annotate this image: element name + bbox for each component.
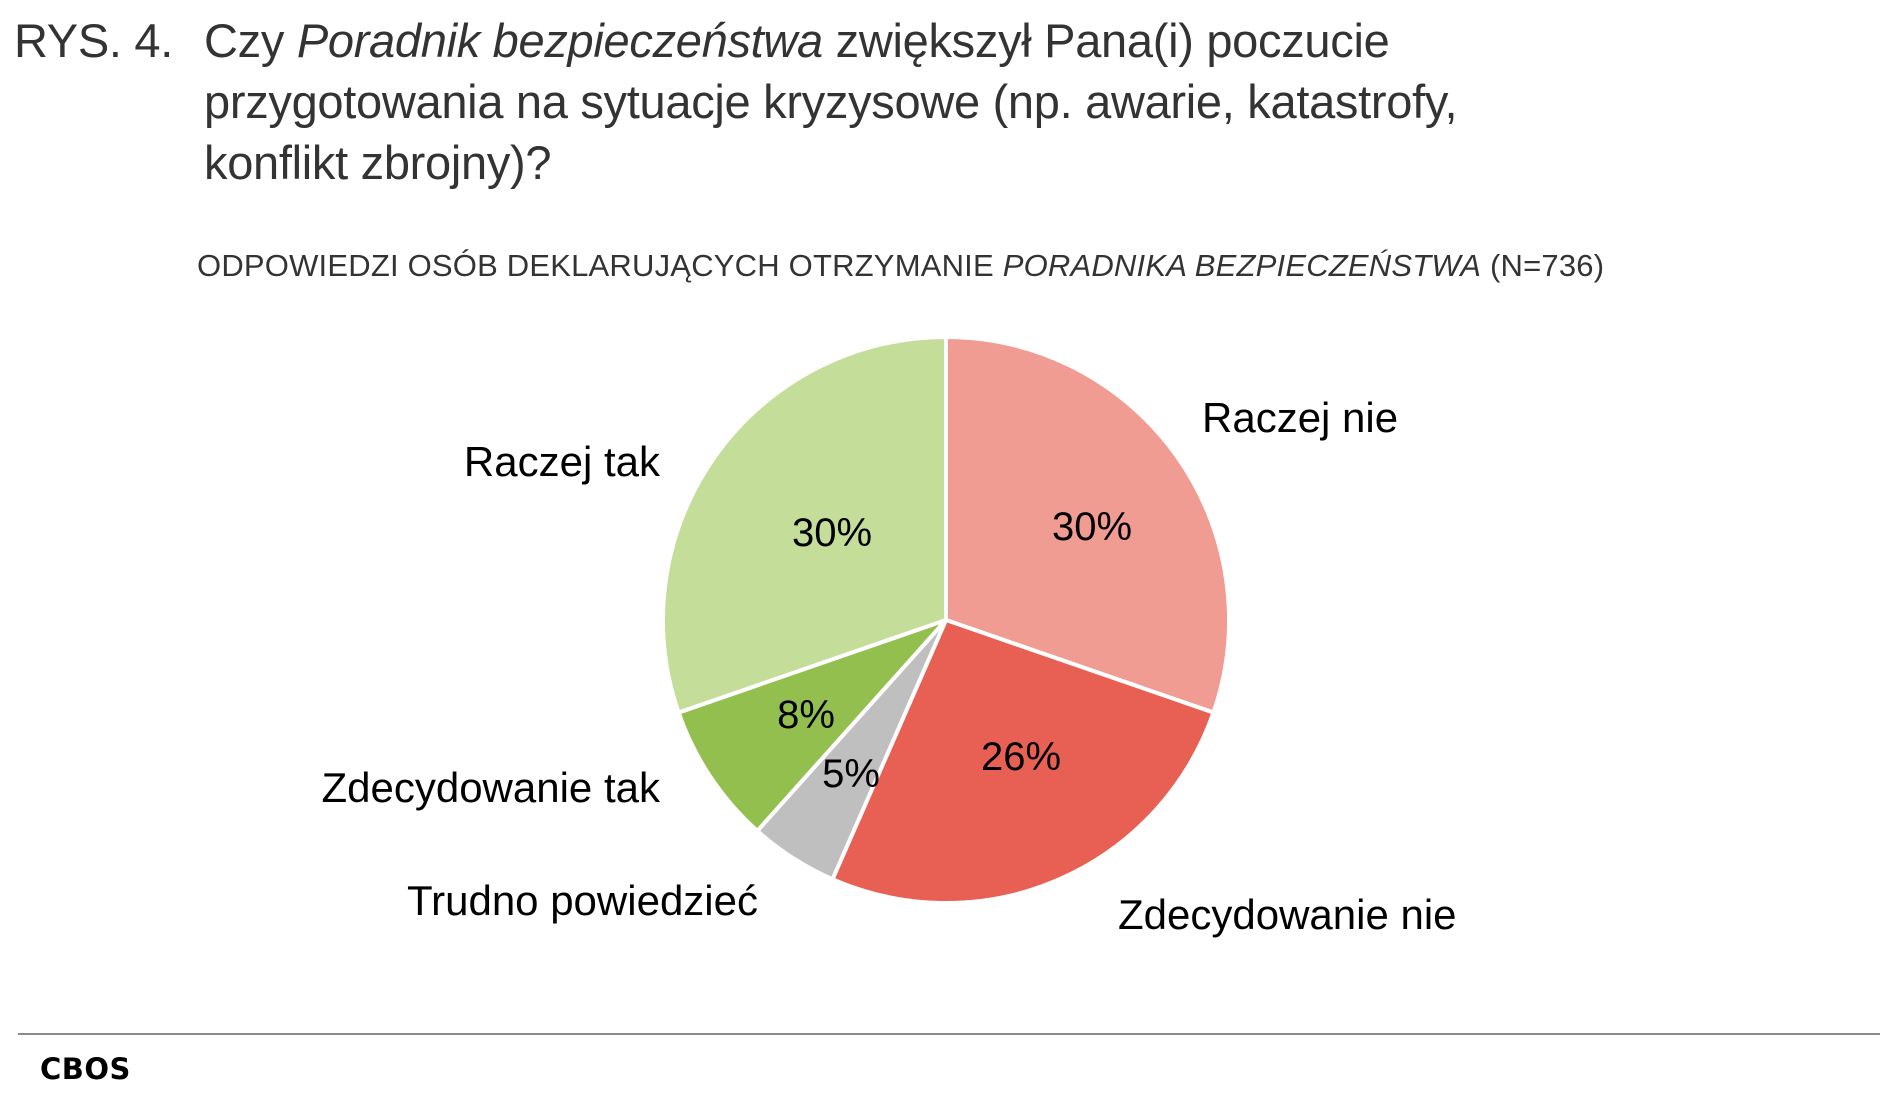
title-line-2: przygotowania na sytuacje kryzysowe (np.… xyxy=(204,75,1458,128)
slice-value-label: 8% xyxy=(777,693,835,737)
slice-value-label: 30% xyxy=(791,511,873,555)
figure-number: RYS. 4. xyxy=(14,14,174,67)
title-line-3: konflikt zbrojny)? xyxy=(204,136,552,189)
title-line-1: RYS. 4. Czy Poradnik bezpieczeństwa zwięk… xyxy=(14,10,1714,71)
pie-slices xyxy=(661,335,1231,905)
slice-category-label: Zdecydowanie tak xyxy=(321,764,660,811)
footer-divider xyxy=(18,1033,1880,1035)
pie-slice xyxy=(830,618,1216,905)
slice-value-label: 26% xyxy=(980,735,1062,779)
title-italic: Poradnik bezpieczeństwa xyxy=(296,14,823,67)
slice-value-label: 5% xyxy=(822,752,880,796)
chart-title: RYS. 4. Czy Poradnik bezpieczeństwa zwięk… xyxy=(14,10,1714,193)
pie-slice xyxy=(944,335,1231,715)
slice-value-label: 30% xyxy=(1051,505,1133,549)
chart-subtitle: ODPOWIEDZI OSÓB DEKLARUJĄCYCH OTRZYMANIE… xyxy=(197,248,1605,283)
slice-category-label: Zdecydowanie nie xyxy=(1118,891,1457,938)
pie-slice xyxy=(661,335,948,715)
slice-category-label: Raczej nie xyxy=(1202,394,1399,441)
slice-category-label: Raczej tak xyxy=(463,438,660,485)
slice-category-label: Trudno powiedzieć xyxy=(407,877,758,924)
source-label: CBOS xyxy=(40,1052,131,1086)
pie-slice xyxy=(676,618,948,833)
